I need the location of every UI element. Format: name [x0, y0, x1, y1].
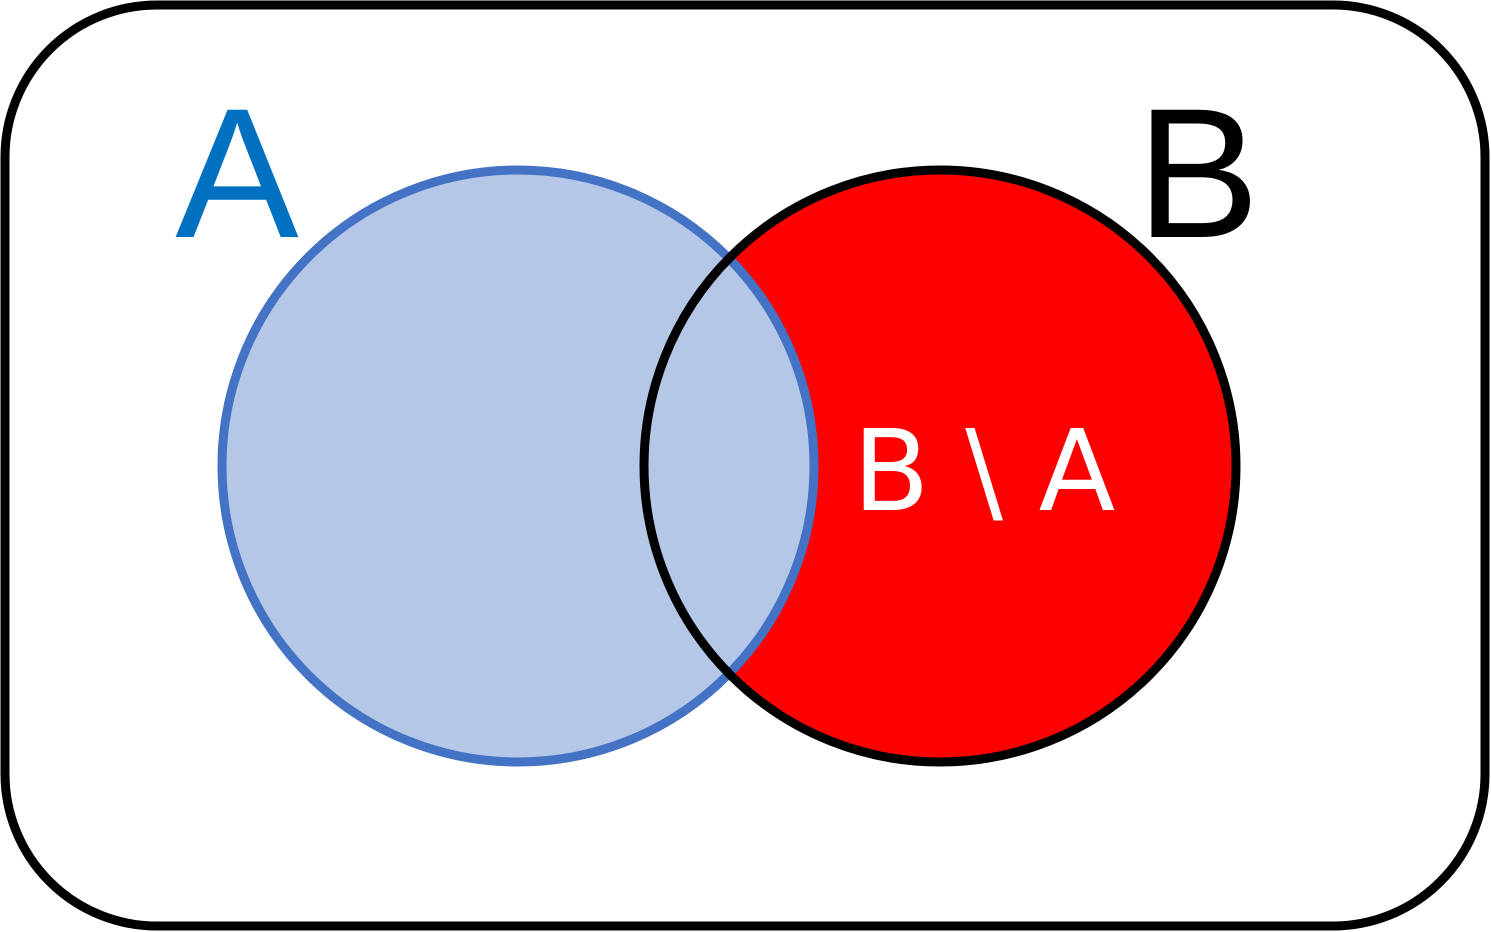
set-b-circle-outline [639, 165, 1241, 767]
set-a-label: A [175, 71, 299, 277]
set-b-label: B [1136, 71, 1259, 277]
difference-region-label: B \ A [853, 407, 1115, 537]
set-a-circle [217, 165, 819, 767]
set-b-circle-fill [644, 170, 1236, 762]
